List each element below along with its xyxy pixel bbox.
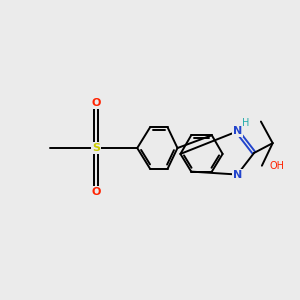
Text: N: N: [233, 126, 242, 136]
Text: H: H: [242, 118, 250, 128]
Text: O: O: [91, 187, 101, 197]
Text: O: O: [91, 98, 101, 108]
Text: S: S: [92, 143, 100, 153]
Text: N: N: [233, 169, 242, 179]
Text: OH: OH: [269, 161, 284, 171]
